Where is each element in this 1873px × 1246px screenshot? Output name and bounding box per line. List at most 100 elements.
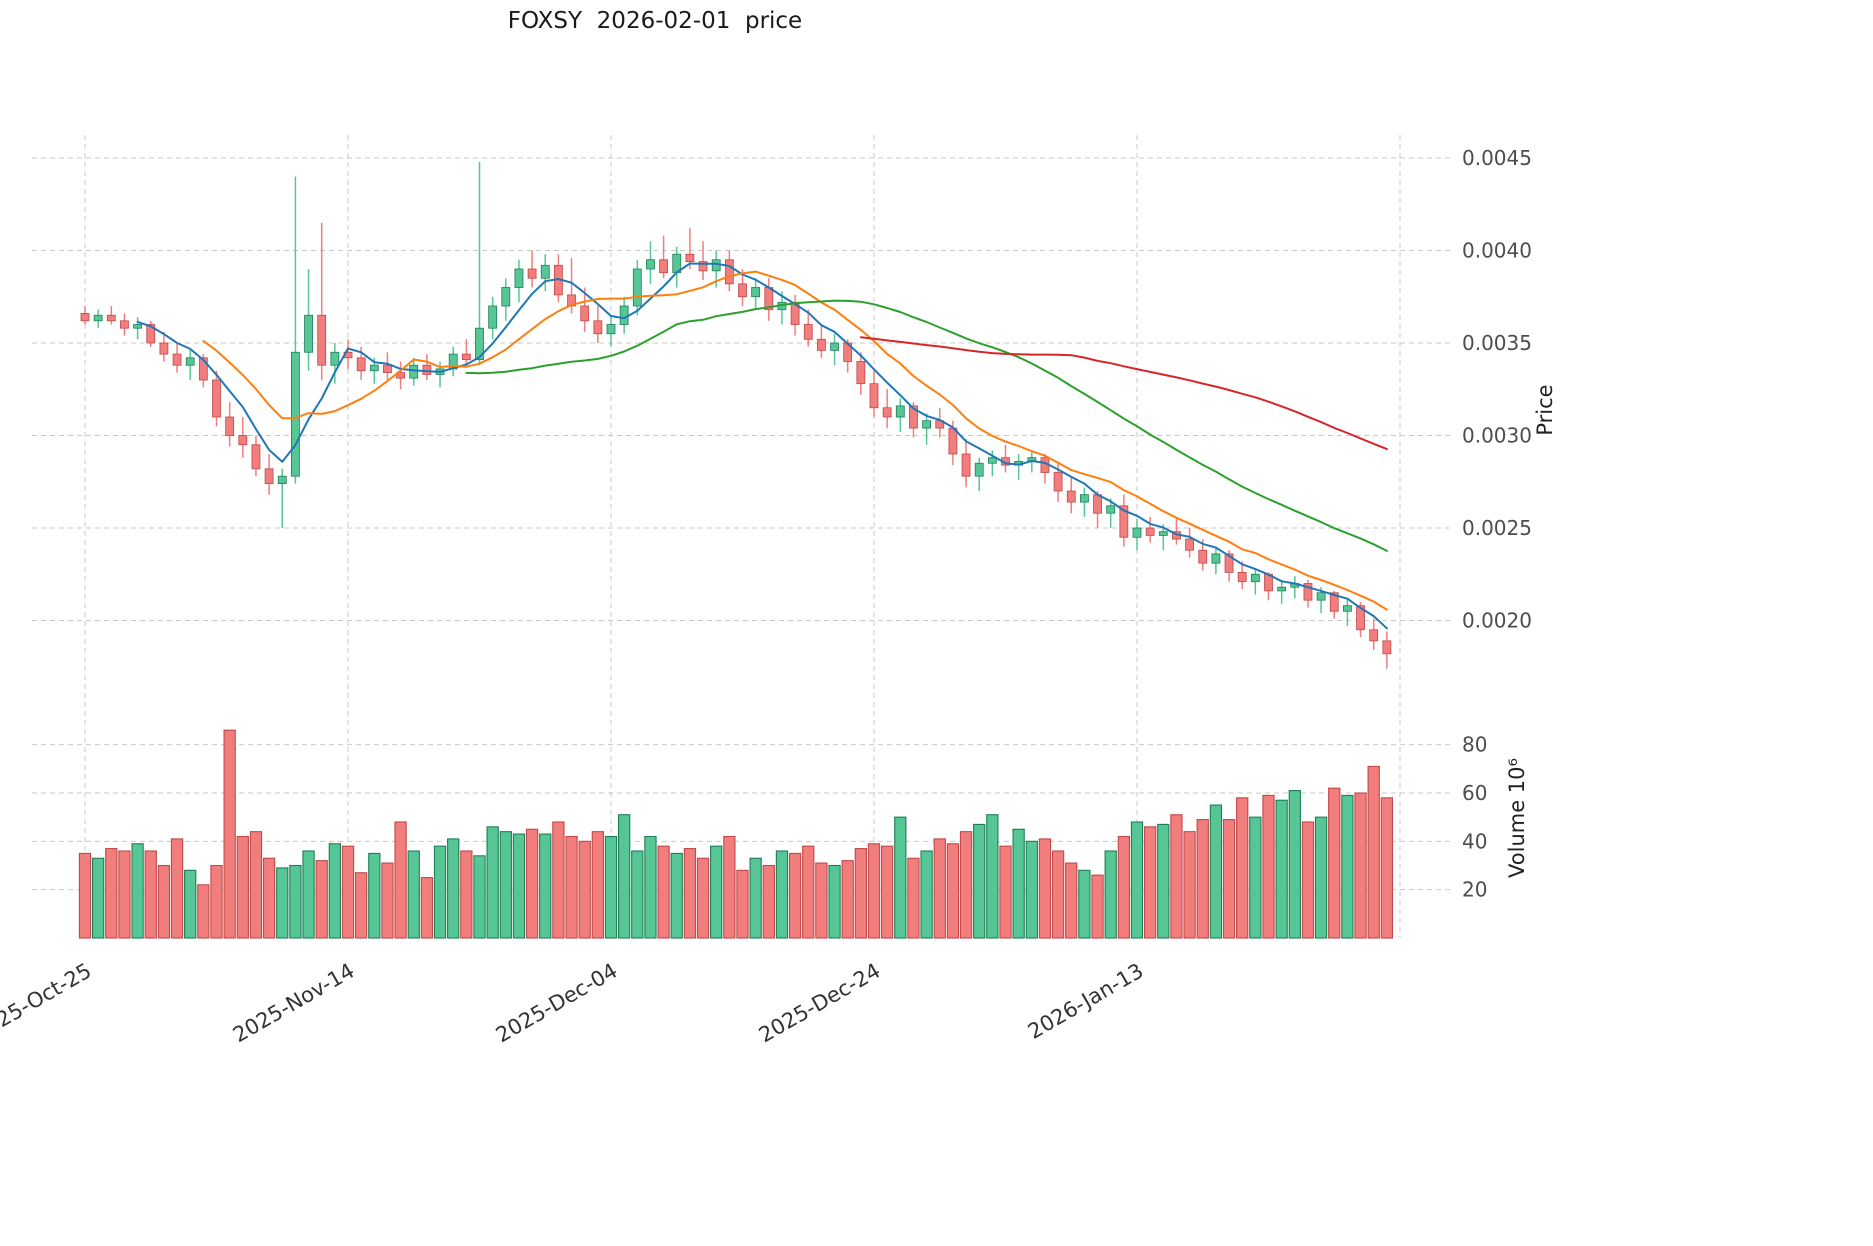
volume-bar — [1012, 828, 1025, 939]
volume-bar — [525, 828, 539, 939]
volume-bar — [433, 845, 447, 939]
candle-body — [172, 353, 182, 366]
volume-bar — [775, 850, 789, 939]
volume-bar — [617, 814, 631, 939]
volume-bar — [657, 845, 670, 939]
volume-bar — [762, 864, 775, 939]
candle-body — [856, 361, 866, 385]
candle-body — [80, 312, 90, 322]
date-tick-label: 2025-Oct-25 — [0, 959, 96, 1046]
candle-body — [527, 268, 537, 279]
candle-body — [1356, 605, 1365, 631]
volume-bar — [354, 872, 368, 939]
volume-bar — [381, 862, 394, 939]
candle-body — [646, 259, 655, 270]
candle-body — [1382, 640, 1392, 655]
candle-body — [817, 338, 826, 351]
volume-bar — [315, 860, 328, 939]
volume-bar — [1354, 792, 1367, 939]
volume-bar — [788, 852, 802, 939]
candle-body — [106, 314, 116, 322]
candle-body — [133, 324, 143, 329]
candle-body — [1145, 527, 1155, 536]
volume-bar — [1065, 862, 1078, 939]
volume-bar — [368, 852, 381, 939]
volume-bar — [78, 852, 92, 939]
volume-bar — [394, 821, 407, 939]
volume-bar — [210, 864, 223, 939]
candle-body — [409, 364, 419, 379]
volume-bar — [1288, 790, 1301, 939]
volume-tick-label: 40 — [1462, 829, 1487, 853]
price-tick-label: 0.0020 — [1462, 609, 1532, 633]
volume-bar — [591, 831, 604, 939]
candle-body — [606, 324, 616, 335]
candle-body — [264, 468, 274, 484]
candle-body — [1053, 472, 1063, 492]
volume-bar — [631, 850, 644, 939]
ma-30-line — [465, 299, 1388, 552]
volume-bar — [170, 838, 184, 939]
chart-title: FOXSY 2026-02-01 price — [507, 8, 803, 34]
price-axis-label: Price — [1533, 384, 1557, 435]
volume-bar — [118, 850, 131, 939]
candle-body — [1158, 531, 1168, 536]
volume-bar — [105, 848, 118, 939]
volume-bar — [959, 831, 973, 939]
volume-bar — [512, 833, 526, 939]
ma-60-line — [859, 336, 1388, 451]
candle-body — [803, 324, 813, 340]
volume-bar — [841, 860, 854, 939]
volume-bar — [1328, 787, 1341, 939]
candle-body — [330, 351, 340, 366]
volume-bar — [1275, 799, 1288, 939]
date-tick-label: 2026-Jan-13 — [1024, 959, 1148, 1044]
price-tick-label: 0.0045 — [1462, 146, 1532, 170]
candle-body — [922, 420, 931, 429]
volume-bar — [131, 843, 144, 939]
candle-body — [1250, 573, 1260, 583]
candle-body — [488, 305, 498, 329]
volume-bar — [499, 831, 512, 939]
volume-bar — [815, 862, 828, 939]
candle-body — [1106, 505, 1116, 514]
volume-bar — [184, 869, 197, 939]
volume-bar — [867, 843, 881, 939]
candle-body — [159, 342, 169, 355]
candle-body — [501, 287, 511, 307]
candle-body — [185, 357, 195, 366]
candle-body — [1132, 527, 1142, 538]
volume-bar — [1025, 840, 1038, 939]
volume-bar — [1091, 874, 1104, 939]
date-tick-label: 2025-Dec-24 — [755, 959, 885, 1048]
volume-bar — [1051, 850, 1065, 939]
volume-bar — [1078, 869, 1091, 939]
candle-body — [882, 407, 892, 418]
candle-body — [120, 320, 129, 329]
volume-bar — [197, 884, 210, 939]
candle-body — [277, 475, 287, 485]
volume-bar — [144, 850, 157, 939]
volume-bar — [276, 867, 289, 939]
volume-bar — [420, 877, 434, 939]
candle-body — [659, 259, 668, 274]
volume-bar — [236, 835, 249, 939]
candle-body — [1224, 553, 1234, 573]
candle-body — [251, 444, 261, 470]
price-tick-label: 0.0025 — [1462, 516, 1532, 540]
volume-bar — [249, 831, 263, 939]
candle-body — [1369, 629, 1379, 642]
candle-body — [869, 383, 879, 409]
volume-bar — [1130, 821, 1144, 939]
volume-bar — [920, 850, 933, 939]
volume-bar — [670, 852, 683, 939]
volume-bar — [223, 729, 236, 939]
volume-bar — [447, 838, 460, 939]
candle-body — [304, 314, 313, 353]
volume-bar — [1301, 821, 1315, 939]
volume-bar — [1262, 794, 1275, 939]
volume-bar — [710, 845, 723, 939]
candle-body — [514, 268, 524, 288]
candle-body — [198, 357, 208, 381]
